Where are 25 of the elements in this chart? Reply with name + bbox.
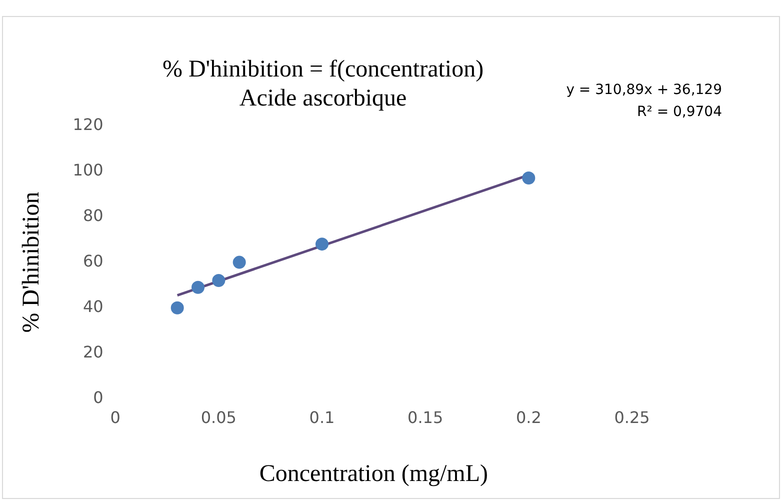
point [170, 301, 184, 314]
y-tick-label: 60 [82, 251, 104, 270]
x-tick-label: 0.25 [614, 408, 650, 427]
y-tick-label: 20 [82, 342, 104, 362]
point [212, 274, 226, 288]
y-tick-label: 120 [72, 114, 104, 134]
x-tick-label: 0.05 [200, 408, 236, 427]
point [522, 172, 536, 184]
y-axis-title: % D'hinibition [18, 192, 45, 333]
chart-subtitle: Acide ascorbique [239, 85, 407, 112]
x-tick-label: 0 [110, 408, 120, 427]
x-tick-label: 0.15 [408, 408, 444, 427]
point [232, 256, 246, 269]
y-tick-label: 80 [82, 206, 104, 225]
y-tick-label: 100 [72, 160, 104, 180]
text: R² = 0,9704 [637, 104, 722, 120]
x-tick-label: 0.2 [516, 408, 542, 427]
y-tick-label: 40 [82, 297, 104, 316]
text: y = 310,89x + 36,129 [566, 82, 722, 98]
x-tick-label: 0.1 [309, 408, 335, 427]
x-axis-title: Concentration (mg/mL) [259, 460, 488, 487]
point [316, 238, 329, 251]
y-tick-label: 0 [93, 388, 104, 408]
point [192, 280, 205, 294]
chart-title: % D'hinibition = f(concentration) [162, 56, 484, 83]
